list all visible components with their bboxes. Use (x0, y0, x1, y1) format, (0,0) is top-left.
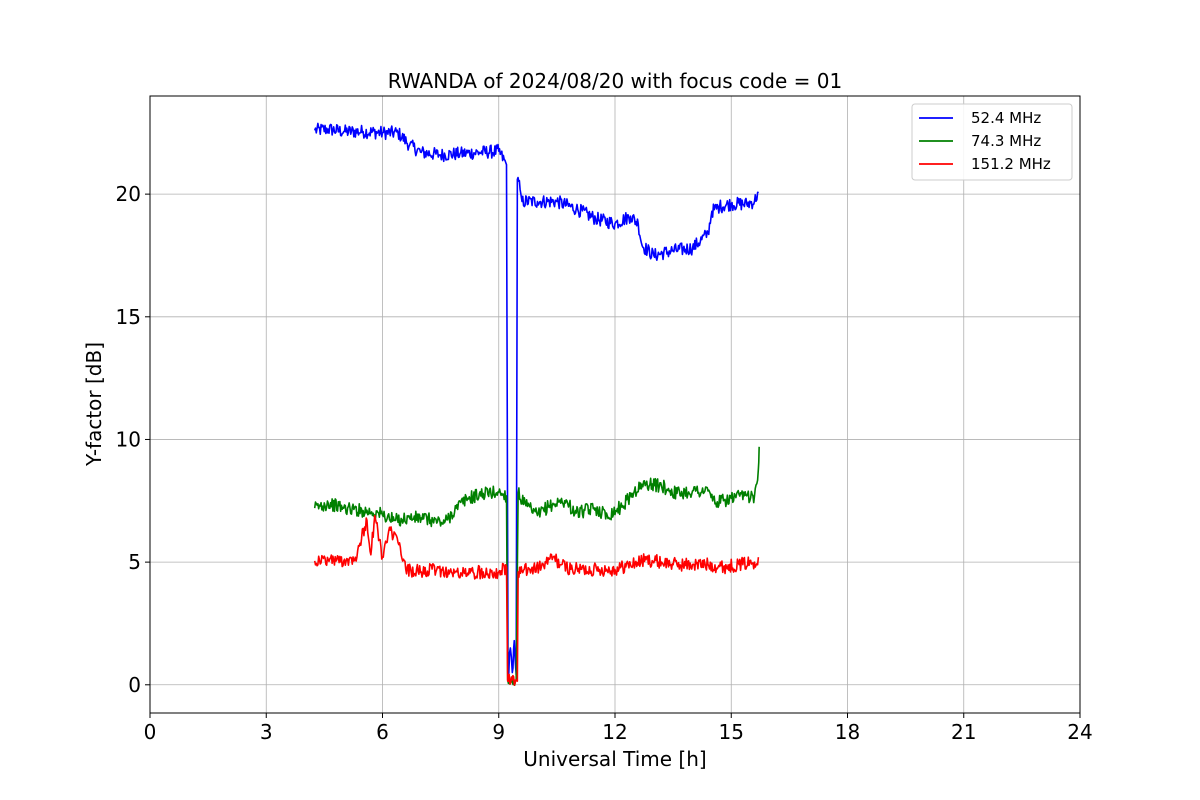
x-tick-label: 15 (719, 720, 744, 744)
legend-box (911, 103, 1073, 181)
series-layer (313, 122, 760, 687)
y-axis: 0 5 10 15 20 (116, 182, 150, 697)
legend-label: 151.2 MHz (971, 155, 1051, 173)
legend-label: 74.3 MHz (971, 132, 1041, 150)
grid (149, 96, 1081, 713)
chart-title: RWANDA of 2024/08/20 with focus code = 0… (388, 69, 842, 93)
x-tick-label: 0 (144, 720, 157, 744)
legend-label: 52.4 MHz (971, 109, 1041, 127)
series-line-0 (313, 122, 760, 679)
x-tick-label: 12 (602, 720, 627, 744)
x-tick-label: 9 (492, 720, 505, 744)
y-axis-label: Y-factor [dB] (82, 342, 106, 467)
x-axis: 0 3 6 9 12 15 18 21 24 (144, 713, 1093, 744)
y-tick-label: 15 (116, 305, 141, 329)
y-tick-label: 5 (128, 550, 141, 574)
x-tick-label: 24 (1067, 720, 1092, 744)
series-line-1 (313, 446, 760, 686)
x-tick-label: 6 (376, 720, 389, 744)
x-tick-label: 21 (951, 720, 976, 744)
series-line-2 (313, 514, 760, 687)
x-tick-label: 18 (835, 720, 860, 744)
y-tick-label: 20 (116, 182, 141, 206)
y-tick-label: 0 (128, 673, 141, 697)
y-tick-label: 10 (116, 427, 141, 451)
legend: 52.4 MHz 74.3 MHz 151.2 MHz (911, 103, 1073, 181)
x-tick-label: 3 (260, 720, 273, 744)
x-axis-label: Universal Time [h] (523, 747, 706, 771)
